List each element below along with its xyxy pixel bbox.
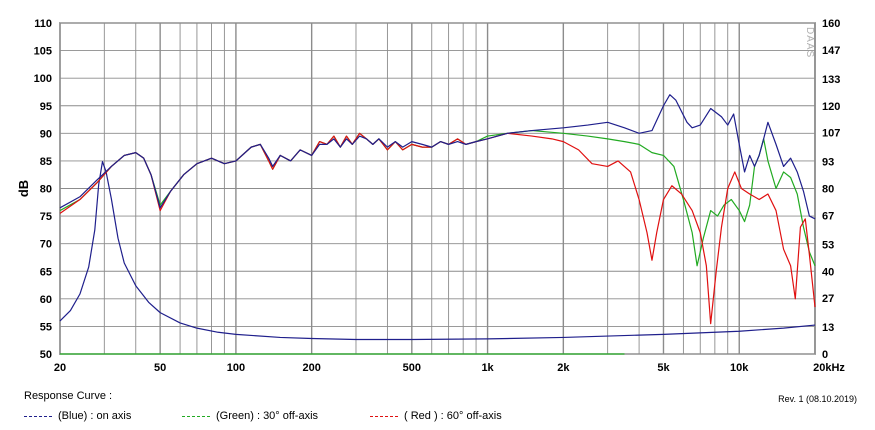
x-tick-label: 50	[154, 362, 166, 374]
x-tick-label: 100	[227, 362, 245, 374]
series-lines	[59, 94, 816, 355]
y-tick-label: 85	[40, 156, 52, 168]
legend-label-green: (Green) : 30° off-axis	[216, 410, 319, 422]
axis-labels: 110 105 100 95 90 85 80 75 70 65 60 55 50 160 147 133 12…	[34, 18, 846, 374]
y-tick-label: 80	[40, 184, 52, 196]
x-tick-label: 2k	[557, 362, 570, 374]
y-tick-label: 50	[40, 349, 52, 361]
y-tick-label: 90	[40, 128, 52, 140]
y-tick-label: 65	[40, 266, 52, 278]
legend-item-blue: (Blue) : on axis	[24, 410, 131, 422]
y2-tick-label: 107	[822, 128, 840, 140]
y2-tick-label: 120	[822, 101, 840, 113]
x-tick-label: 10k	[730, 362, 749, 374]
y-tick-label: 55	[40, 321, 52, 333]
y-tick-label: 95	[40, 101, 52, 113]
y-tick-label: 100	[34, 73, 52, 85]
y2-tick-label: 0	[822, 349, 828, 361]
y2-tick-label: 133	[822, 74, 840, 86]
y2-tick-label: 27	[822, 293, 834, 305]
legend-item-green: (Green) : 30° off-axis	[182, 410, 318, 422]
y-axis-label: dB	[16, 180, 31, 197]
y2-tick-label: 80	[822, 184, 834, 196]
legend-swatch-green	[182, 415, 210, 417]
y2-tick-label: 147	[822, 45, 840, 57]
legend-swatch-blue	[24, 415, 52, 417]
y2-tick-label: 160	[822, 18, 840, 30]
legend-label-red: ( Red ) : 60° off-axis	[404, 410, 502, 422]
series-line-blue	[59, 94, 816, 220]
y-tick-label: 60	[40, 294, 52, 306]
watermark-text: DAAS	[804, 27, 815, 58]
x-tick-label: 5k	[657, 362, 670, 374]
y2-tick-label: 53	[822, 239, 834, 251]
legend-swatch-red	[370, 415, 398, 417]
y2-tick-label: 93	[822, 157, 834, 169]
x-tick-label: 500	[403, 362, 421, 374]
y2-tick-label: 67	[822, 210, 834, 222]
y-tick-label: 105	[34, 46, 52, 58]
x-tick-label: 20kHz	[813, 362, 845, 374]
legend-label-blue: (Blue) : on axis	[58, 410, 132, 422]
response-chart: 110 105 100 95 90 85 80 75 70 65 60 55 50 160 147 133 12…	[16, 18, 846, 374]
y-tick-label: 75	[40, 211, 52, 223]
y-tick-label: 70	[40, 239, 52, 251]
grid-lines	[59, 22, 816, 355]
legend-footer: Response Curve : Rev. 1 (08.10.2019) (Bl…	[0, 380, 875, 430]
y-tick-label: 110	[34, 18, 52, 30]
x-tick-label: 1k	[481, 362, 494, 374]
chart-title: Response Curve :	[24, 390, 113, 402]
x-tick-label: 200	[302, 362, 320, 374]
x-tick-label: 20	[54, 362, 66, 374]
legend-item-red: ( Red ) : 60° off-axis	[370, 410, 502, 422]
y2-tick-label: 13	[822, 322, 834, 334]
series-line-impedance	[59, 161, 816, 341]
revision-label: Rev. 1 (08.10.2019)	[778, 394, 857, 404]
y2-tick-label: 40	[822, 266, 834, 278]
